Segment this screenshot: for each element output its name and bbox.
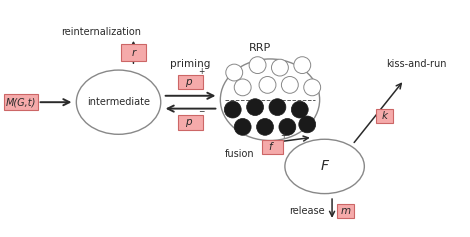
Text: +: +	[198, 67, 204, 76]
Text: release: release	[290, 206, 325, 216]
Text: intermediate: intermediate	[87, 97, 150, 107]
Ellipse shape	[285, 139, 364, 194]
Text: k: k	[381, 111, 387, 121]
Circle shape	[234, 79, 251, 96]
Text: r: r	[131, 48, 135, 58]
Text: f: f	[268, 142, 272, 152]
Circle shape	[269, 99, 286, 115]
Circle shape	[304, 79, 321, 96]
Text: fusion: fusion	[224, 149, 254, 159]
FancyBboxPatch shape	[337, 204, 354, 218]
Circle shape	[282, 77, 298, 93]
Ellipse shape	[220, 59, 320, 141]
Text: m: m	[340, 206, 351, 216]
FancyBboxPatch shape	[4, 94, 38, 110]
FancyBboxPatch shape	[376, 109, 393, 123]
Circle shape	[272, 59, 289, 76]
Circle shape	[299, 116, 316, 133]
Circle shape	[224, 101, 241, 118]
Text: F: F	[321, 160, 329, 173]
FancyBboxPatch shape	[178, 74, 203, 89]
Circle shape	[291, 101, 308, 118]
Text: M(G,t): M(G,t)	[6, 97, 36, 107]
Text: reinternalization: reinternalization	[61, 27, 141, 36]
Text: RRP: RRP	[249, 43, 271, 53]
Circle shape	[279, 118, 296, 135]
Circle shape	[294, 57, 311, 73]
FancyBboxPatch shape	[261, 140, 283, 154]
Text: p: p	[185, 118, 191, 128]
Ellipse shape	[76, 70, 161, 134]
Text: kiss-and-run: kiss-and-run	[386, 59, 446, 69]
Circle shape	[234, 118, 251, 135]
Text: −: −	[198, 107, 204, 116]
Circle shape	[226, 64, 243, 81]
Text: priming: priming	[170, 59, 211, 69]
FancyBboxPatch shape	[178, 115, 203, 130]
Circle shape	[259, 77, 276, 93]
Text: +: +	[280, 132, 286, 141]
FancyBboxPatch shape	[120, 44, 146, 61]
Text: p: p	[185, 77, 191, 87]
Circle shape	[249, 57, 266, 73]
Circle shape	[247, 99, 264, 115]
Circle shape	[257, 118, 274, 135]
